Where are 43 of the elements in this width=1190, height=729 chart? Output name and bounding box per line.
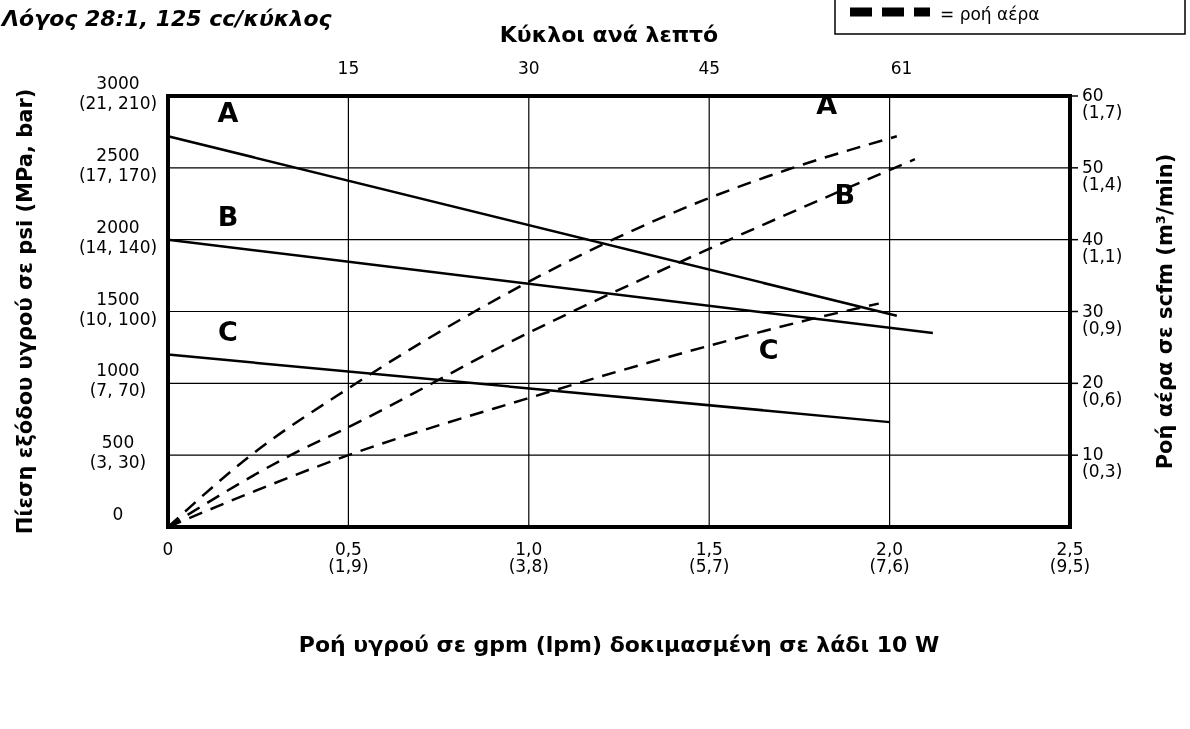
y-tick-label: 1000	[96, 360, 140, 381]
text: (17, 170)	[78, 164, 158, 185]
series-label: C	[758, 333, 779, 365]
text: (1,9)	[328, 556, 369, 576]
text: (3, 30)	[89, 452, 147, 473]
y3-tick-label: (0,3)	[1082, 461, 1123, 482]
text: (7,6)	[869, 556, 910, 576]
x-tick-label: 0,5	[334, 539, 362, 559]
text: (5,7)	[689, 556, 730, 576]
text: (9,5)	[1049, 556, 1091, 576]
y-axis-title: Πίεση εξόδου υγρού σε psi (MPa, bar)	[13, 88, 37, 535]
y2-tick-label: 60	[1082, 85, 1104, 105]
y2-axis-title: Ροή αέρα σε scfm (m³/min)	[1153, 153, 1177, 470]
series-label: C	[218, 315, 238, 347]
text: (7, 70)	[89, 380, 147, 401]
series-label: A	[217, 97, 239, 129]
x2-tick-label: 61	[890, 58, 913, 78]
x2-axis-title: Κύκλοι ανά λεπτό	[499, 22, 719, 47]
series-label: B	[834, 179, 856, 211]
text: (14, 140)	[78, 236, 158, 257]
x-tick-label: 1,5	[695, 539, 723, 559]
x-tick-label: 2,5	[1056, 539, 1084, 559]
y3-tick-label: (1,7)	[1082, 102, 1123, 122]
text: (21, 210)	[78, 93, 158, 113]
text: (10, 100)	[78, 308, 158, 329]
y-tick-label: 0	[112, 504, 124, 524]
y3-tick-label: (0,6)	[1082, 389, 1123, 410]
line-style-key: = ροή αέρα	[834, 0, 1186, 35]
x-tick-label: 2,0	[876, 539, 904, 559]
y-tick-label: 500	[101, 432, 135, 453]
y-tick-label: 1500	[96, 288, 140, 309]
x2-tick-label: 30	[517, 58, 540, 78]
x-axis-title: Ροή υγρού σε gpm (lpm) δοκιμασμένη σε λάδι 10 W	[298, 632, 940, 657]
text: (3,8)	[508, 556, 549, 576]
chart-title: Λόγος 28:1, 125 cc/κύκλος	[0, 6, 333, 31]
x2-tick-label: 45	[698, 58, 721, 78]
x-tick-label: 0	[162, 539, 174, 559]
y-tick-label: 2000	[96, 216, 140, 237]
y-tick-label: 3000	[96, 73, 140, 93]
series-label: B	[217, 200, 239, 232]
x-tick-label: 1,0	[515, 539, 543, 559]
x2-tick-label: 15	[337, 58, 360, 78]
y-tick-label: 2500	[96, 144, 140, 165]
